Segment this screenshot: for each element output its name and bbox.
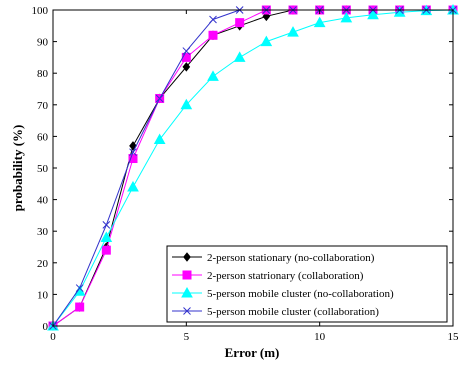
y-tick-label: 10 xyxy=(37,289,49,301)
data-point xyxy=(101,245,111,255)
data-point xyxy=(180,98,193,110)
legend-box xyxy=(166,245,448,323)
x-marker-stroke xyxy=(129,148,137,157)
legend-label: 2-person statrionary (collaboration) xyxy=(207,270,364,282)
data-point xyxy=(129,148,137,157)
y-tick-label: 80 xyxy=(37,68,49,80)
legend-label: 5-person mobile cluster (collaboration) xyxy=(207,306,379,318)
data-point xyxy=(102,221,111,229)
y-tick-label: 40 xyxy=(37,195,49,207)
x-marker-stroke xyxy=(183,307,191,315)
legend-label: 2-person stationary (no-collaboration) xyxy=(207,252,375,264)
legend-entry: 5-person mobile cluster (collaboration) xyxy=(172,306,379,318)
data-point xyxy=(181,52,191,62)
axes: 0 5 10 15 0 10 20 30 40 50 60 70 80 90 100 xyxy=(32,5,460,343)
y-tick-label: 30 xyxy=(37,226,49,238)
y-tick-label: 100 xyxy=(32,5,49,17)
data-point xyxy=(207,70,219,81)
x-tick-label: 0 xyxy=(50,331,56,343)
data-point xyxy=(128,154,138,164)
data-point xyxy=(235,18,245,28)
data-point xyxy=(233,51,246,62)
legend-marker xyxy=(183,252,191,262)
y-tick-label: 90 xyxy=(37,37,49,49)
data-point xyxy=(129,141,137,151)
legend-entry: 2-person statrionary (collaboration) xyxy=(172,270,364,282)
legend-marker xyxy=(182,270,192,280)
legend-entry: 2-person stationary (no-collaboration) xyxy=(172,252,375,264)
x-marker-stroke xyxy=(75,284,84,292)
x-marker-stroke xyxy=(155,94,164,103)
y-tick-label: 50 xyxy=(37,163,49,175)
data-point xyxy=(393,6,406,17)
x-axis-label: Error (m) xyxy=(225,345,280,360)
data-point xyxy=(155,94,164,103)
legend-marker xyxy=(183,307,191,315)
data-point xyxy=(209,15,217,24)
data-point xyxy=(127,180,139,192)
y-tick-label: 20 xyxy=(37,258,49,270)
x-tick-label: 10 xyxy=(314,331,326,343)
legend-marker xyxy=(181,286,193,298)
data-point xyxy=(287,26,299,37)
legend-label: 5-person mobile cluster (no-collaboratio… xyxy=(207,288,394,300)
x-tick-label: 5 xyxy=(184,331,190,343)
data-point xyxy=(100,231,113,243)
y-tick-label: 60 xyxy=(37,131,49,143)
x-tick-label: 15 xyxy=(448,331,460,343)
x-marker-stroke xyxy=(182,47,191,55)
data-point xyxy=(208,30,218,40)
y-tick-label: 70 xyxy=(37,100,49,112)
data-point xyxy=(153,133,166,145)
data-point xyxy=(75,284,84,292)
data-point xyxy=(313,16,326,28)
data-point xyxy=(260,35,273,47)
data-point xyxy=(75,302,85,312)
y-axis-label: probability (%) xyxy=(10,125,25,212)
data-point xyxy=(182,47,191,55)
data-point xyxy=(340,11,353,23)
series-line xyxy=(52,9,454,327)
x-marker-stroke xyxy=(209,15,217,24)
legend: 2-person stationary (no-collaboration) 2-… xyxy=(166,245,448,323)
data-point xyxy=(367,8,379,20)
data-point xyxy=(182,62,191,72)
legend-entry: 5-person mobile cluster (no-collaboratio… xyxy=(172,286,394,300)
y-tick-label: 0 xyxy=(43,321,49,333)
x-marker-stroke xyxy=(102,221,111,229)
